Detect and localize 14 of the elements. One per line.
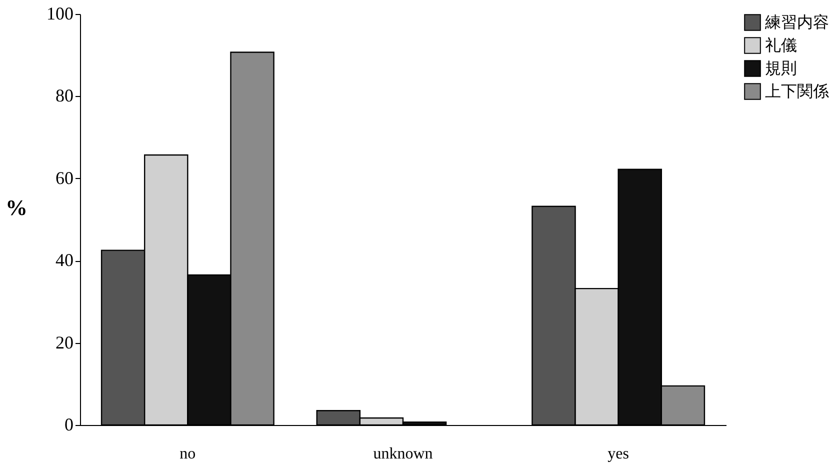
x-tick-label: no	[180, 446, 196, 462]
y-tick-label: 100	[46, 4, 74, 24]
legend-label: 規則	[765, 58, 797, 78]
legend-label: 練習内容	[764, 12, 829, 32]
y-tick-label: 80	[56, 86, 74, 106]
x-tick-label: unknown	[373, 446, 433, 462]
y-tick-label: 20	[56, 332, 74, 352]
y-axis-title: %	[6, 195, 28, 220]
legend-label: 上下関係	[765, 82, 829, 100]
legend-label: 礼儀	[765, 36, 797, 54]
x-tick-label: yes	[608, 446, 629, 462]
y-tick-label: 0	[64, 414, 74, 434]
y-tick-label: 60	[56, 168, 74, 188]
y-tick-label: 40	[56, 250, 74, 270]
